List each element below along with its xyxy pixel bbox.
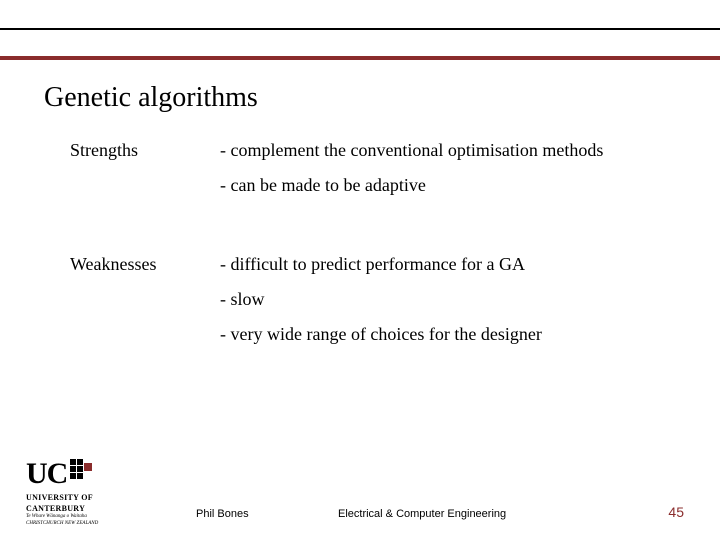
logo-name-line1: UNIVERSITY OF bbox=[26, 493, 166, 502]
list-item: - slow bbox=[220, 289, 680, 310]
section-items: - difficult to predict performance for a… bbox=[220, 254, 680, 359]
slide-title: Genetic algorithms bbox=[44, 82, 258, 114]
list-item: - very wide range of choices for the des… bbox=[220, 324, 680, 345]
accent-rule bbox=[0, 56, 720, 60]
logo-sub-line1: Te Whare Wānanga o Waitaha bbox=[26, 514, 166, 520]
logo-sub-line2: CHRISTCHURCH NEW ZEALAND bbox=[26, 521, 166, 527]
footer-department: Electrical & Computer Engineering bbox=[338, 508, 506, 520]
list-item: - difficult to predict performance for a… bbox=[220, 254, 680, 275]
logo-name-line2: CANTERBURY bbox=[26, 504, 166, 513]
logo-initials: UC bbox=[26, 457, 67, 491]
crest-icon bbox=[70, 459, 83, 479]
section-label: Weaknesses bbox=[70, 254, 220, 359]
logo-block-icon bbox=[84, 463, 92, 471]
university-logo: UC UNIVERSITY OF CANTERBURY Te Whare Wān… bbox=[26, 457, 166, 526]
top-rule bbox=[0, 28, 720, 30]
section-weaknesses: Weaknesses - difficult to predict perfor… bbox=[70, 254, 680, 359]
section-label: Strengths bbox=[70, 140, 220, 210]
content-area: Strengths - complement the conventional … bbox=[70, 140, 680, 403]
footer-author: Phil Bones bbox=[196, 508, 249, 520]
page-number: 45 bbox=[668, 504, 684, 520]
footer: UC UNIVERSITY OF CANTERBURY Te Whare Wān… bbox=[0, 470, 720, 540]
list-item: - complement the conventional optimisati… bbox=[220, 140, 680, 161]
section-items: - complement the conventional optimisati… bbox=[220, 140, 680, 210]
list-item: - can be made to be adaptive bbox=[220, 175, 680, 196]
slide: Genetic algorithms Strengths - complemen… bbox=[0, 0, 720, 540]
section-strengths: Strengths - complement the conventional … bbox=[70, 140, 680, 210]
logo-top: UC bbox=[26, 457, 166, 491]
